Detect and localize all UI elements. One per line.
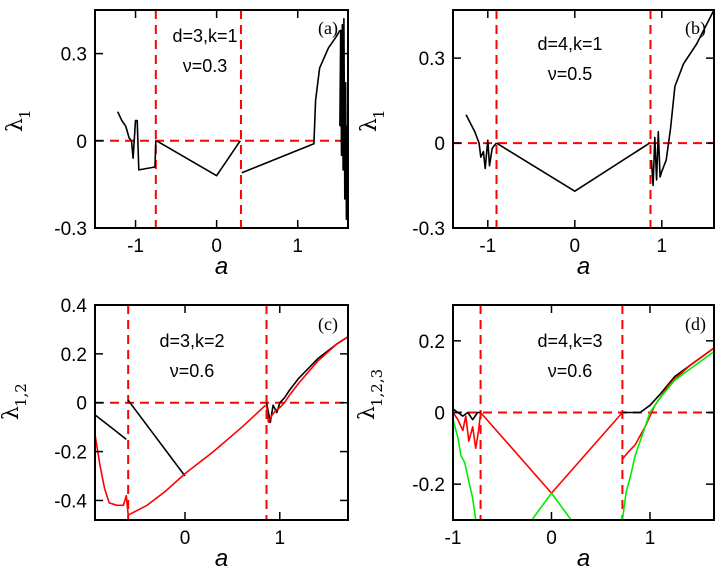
panel-c-ytick-label: 0.4 <box>61 296 88 317</box>
panel-d-ylabel: λ <box>355 406 380 420</box>
panel-c-series-λ1 <box>265 336 348 424</box>
panel-c-ytick-label: 0 <box>76 394 87 415</box>
panel-b-axes-frame <box>452 9 715 229</box>
panel-a-ytick-label: -0.3 <box>54 219 87 240</box>
panel-c-xtick-label: 0 <box>180 528 191 549</box>
panel-a-ytick-label: 0 <box>76 132 87 153</box>
panel-a-xtick-label: 1 <box>292 236 303 257</box>
panel-b-annotation-nu: ν=0.5 <box>548 64 593 84</box>
panel-b-ytick-label: 0.3 <box>419 49 445 70</box>
panel-d-ytick-label: -0.2 <box>412 475 445 496</box>
panel-a-axes-frame <box>94 9 349 229</box>
panel-d-series-λ3 <box>621 350 714 520</box>
panel-c-series-λ2 <box>95 434 129 516</box>
panel-b-ytick-label: 0 <box>434 134 445 155</box>
panel-b-label: (b) <box>685 18 706 39</box>
panel-d: -1 0 1 -0.2 0 0.2 a λ1,2,3 (d) d=4,k=3 ν=0.6 <box>355 304 715 571</box>
panel-a-xtick-label: 0 <box>211 236 222 257</box>
panel-b-series-λ1 <box>496 142 651 192</box>
panel-d-annotation-params: d=4,k=3 <box>537 331 602 351</box>
panel-b-ytick-label: -0.3 <box>412 219 445 240</box>
panel-b-xtick-label: 1 <box>657 236 668 257</box>
panel-c-xlabel: a <box>215 545 228 571</box>
panel-c-series-λ1 <box>95 414 127 441</box>
panel-b-annotation-params: d=4,k=1 <box>537 34 602 54</box>
panel-a-ylabel-subscript: 1 <box>16 109 34 119</box>
panel-a-series-λ1 <box>156 140 241 177</box>
panel-b-xtick-label: -1 <box>479 236 496 257</box>
panel-b-xtick-label: 0 <box>570 236 581 257</box>
panel-a-series-λ1 <box>241 29 341 174</box>
panel-d-ytick-label: 0 <box>434 404 445 425</box>
panel-a-xtick-label: -1 <box>127 236 144 257</box>
panel-a-ylabel: λ <box>3 118 28 132</box>
panel-c-annotation-nu: ν=0.6 <box>170 361 215 381</box>
panel-c-series-λ2 <box>265 336 348 424</box>
panel-a-ytick-label: 0.3 <box>61 45 87 66</box>
panel-c-ylabel-subscript: 1,2 <box>12 383 30 407</box>
panel-b-ylabel-subscript: 1 <box>370 109 388 119</box>
panel-b-series-λ1 <box>650 10 714 187</box>
panel-d-series-λ3 <box>453 419 477 520</box>
panel-b-ylabel: λ <box>357 118 382 132</box>
panel-c-annotation-params: d=3,k=2 <box>159 331 224 351</box>
panel-c-series-λ2 <box>127 404 267 516</box>
panel-c-axes-frame <box>94 304 349 521</box>
panel-a-series-λ1 <box>116 111 157 171</box>
panel-a-series-λ1 <box>339 17 348 223</box>
panel-a-annotation-nu: ν=0.3 <box>183 56 228 76</box>
panel-d-ytick-label: 0.2 <box>419 332 445 353</box>
panel-c-ytick-label: -0.2 <box>54 443 87 464</box>
panel-c-ytick-label: 0.2 <box>61 345 87 366</box>
panel-c-ylabel: λ <box>0 406 24 420</box>
panel-c-xtick-label: 1 <box>274 528 285 549</box>
panel-c-series-λ1 <box>127 399 186 477</box>
panel-c-label: (c) <box>318 314 338 335</box>
panel-b-xlabel: a <box>577 253 590 280</box>
panel-a-annotation-params: d=3,k=1 <box>172 26 237 46</box>
panel-c-ytick-label: -0.4 <box>54 491 87 512</box>
panel-c: 0 1 -0.4 -0.2 0 0.2 0.4 a λ1,2 (c) d=3,k=2 ν=0.6 <box>0 296 349 571</box>
panel-d-series-λ2 <box>453 412 482 450</box>
panel-d-xtick-label: -1 <box>445 528 462 549</box>
panel-a-label: (a) <box>318 18 338 39</box>
panel-b-series-λ1 <box>465 114 498 170</box>
panel-d-series-λ2 <box>621 347 714 460</box>
panel-d-xtick-label: 1 <box>645 528 656 549</box>
panel-d-xlabel: a <box>577 545 590 571</box>
panel-d-annotation-nu: ν=0.6 <box>548 361 593 381</box>
panel-d-label: (d) <box>685 314 706 335</box>
panel-d-ylabel-subscript: 1,2,3 <box>368 369 386 407</box>
panel-d-xtick-label: 0 <box>546 528 557 549</box>
panel-d-series-λ3 <box>531 492 572 520</box>
panel-a-xlabel: a <box>215 253 228 280</box>
